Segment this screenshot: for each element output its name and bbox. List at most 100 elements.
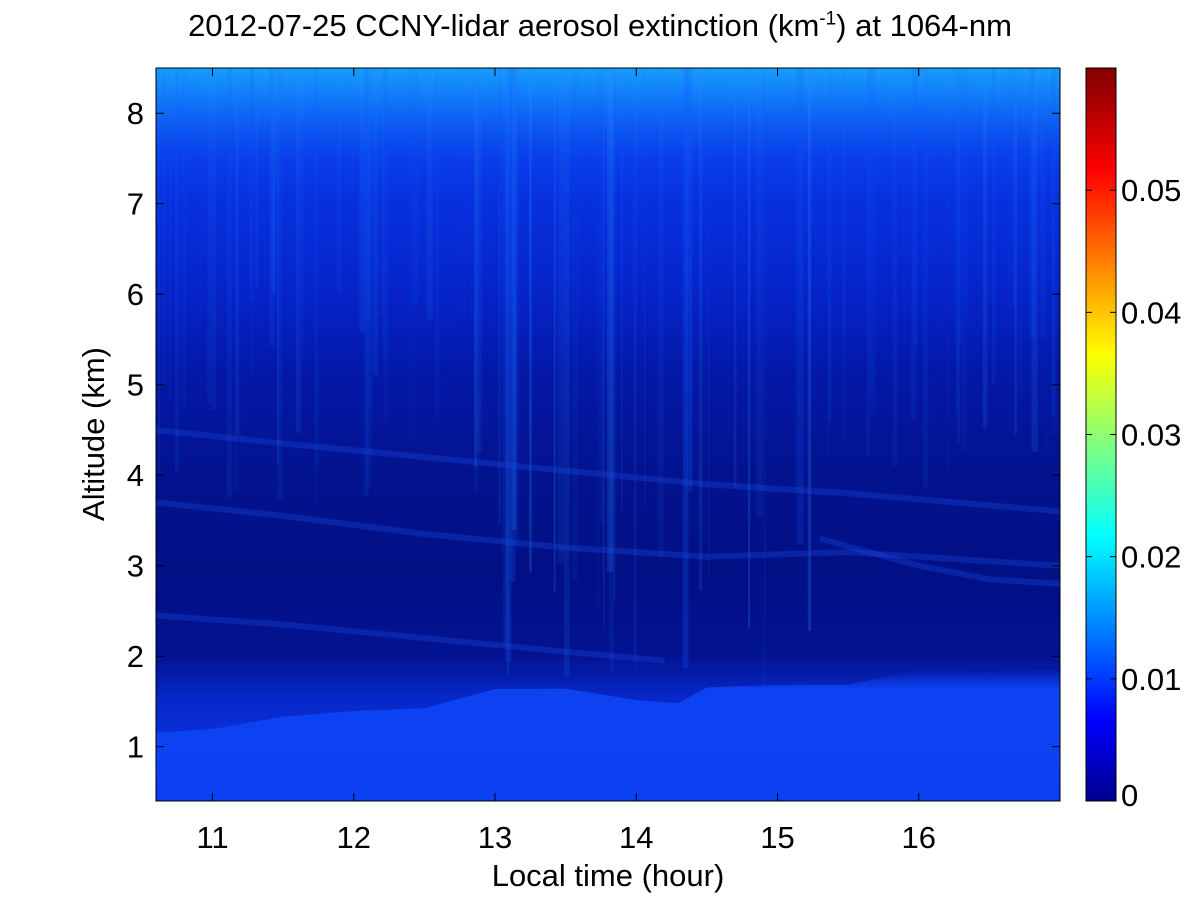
streak — [502, 68, 509, 647]
streak — [157, 68, 161, 471]
streak — [372, 68, 379, 376]
streak — [621, 68, 623, 512]
y-tick-label: 2 — [127, 639, 144, 674]
x-tick-label: 12 — [337, 820, 371, 855]
streak — [911, 68, 917, 419]
x-tick-label: 13 — [478, 820, 512, 855]
y-tick-label: 5 — [127, 368, 144, 403]
streak — [363, 68, 369, 497]
streak — [288, 68, 292, 361]
streak — [306, 68, 309, 349]
colorbar-tick-label: 0.01 — [1121, 662, 1181, 697]
streak — [564, 68, 570, 676]
heatmap-area — [155, 68, 1061, 801]
streak — [240, 68, 243, 453]
streak — [747, 68, 749, 512]
streak — [733, 68, 737, 489]
streak — [413, 68, 419, 305]
streak — [1011, 68, 1017, 307]
streak — [499, 68, 502, 524]
streak — [682, 68, 689, 668]
streak — [807, 68, 812, 631]
streak — [892, 68, 898, 467]
streak — [1045, 68, 1048, 461]
streak — [557, 68, 565, 564]
streak — [412, 68, 414, 448]
streak — [382, 68, 386, 361]
streak — [174, 68, 180, 474]
streak — [230, 68, 233, 355]
streak — [277, 68, 283, 501]
streak — [959, 68, 963, 342]
streak — [689, 68, 693, 492]
streak — [644, 68, 646, 506]
layer-line — [155, 499, 1061, 569]
streak — [254, 68, 259, 290]
streak — [366, 68, 371, 322]
streak — [476, 68, 482, 454]
streak — [408, 68, 412, 449]
streak — [842, 68, 847, 338]
streak — [866, 68, 871, 457]
streak — [659, 68, 664, 557]
streak — [1019, 68, 1023, 397]
streak — [982, 68, 988, 428]
aerosol-layer-lines — [155, 427, 1061, 664]
streak — [698, 68, 703, 590]
streak — [953, 68, 960, 370]
colorbar-tick-label: 0.02 — [1121, 540, 1181, 575]
streak — [955, 68, 960, 421]
streak — [477, 68, 480, 462]
streak — [380, 68, 385, 316]
streak — [207, 68, 210, 406]
y-axis: 1 2 3 4 5 6 7 8 — [127, 96, 1060, 765]
streak — [756, 68, 763, 518]
streak — [505, 68, 512, 662]
colorbar-tick-label: 0.03 — [1121, 418, 1181, 453]
streak — [295, 68, 301, 434]
streak — [763, 68, 767, 688]
streak — [708, 68, 711, 576]
streak — [314, 68, 320, 464]
streak — [1051, 68, 1057, 437]
streak — [250, 68, 255, 374]
streak — [436, 68, 441, 427]
streak — [606, 68, 614, 572]
streak — [961, 68, 967, 451]
y-tick-label: 7 — [127, 187, 144, 222]
colorbar-tick-label: 0 — [1121, 778, 1138, 813]
streak — [827, 68, 830, 457]
colorbar-tick-label: 0.05 — [1121, 173, 1181, 208]
streak — [210, 68, 217, 410]
boundary-layer — [156, 669, 1060, 801]
streak — [922, 68, 929, 489]
streak — [602, 68, 604, 579]
streak — [572, 68, 579, 581]
y-tick-label: 1 — [127, 730, 144, 765]
streak — [991, 68, 996, 385]
streak — [596, 68, 601, 608]
plot-frame — [155, 67, 1061, 802]
streak — [226, 68, 232, 498]
x-tick-label: 11 — [196, 820, 228, 855]
chart-title: 2012-07-25 CCNY-lidar aerosol extinction… — [188, 8, 1012, 43]
streak — [686, 68, 692, 492]
streak — [1031, 68, 1038, 453]
y-tick-label: 3 — [127, 549, 144, 584]
streak — [435, 68, 438, 414]
streak — [964, 68, 969, 324]
streak — [249, 68, 254, 303]
streak — [506, 68, 510, 675]
streak — [474, 68, 478, 468]
streak — [368, 68, 374, 412]
streak — [315, 68, 317, 502]
streak — [795, 68, 797, 498]
streak — [182, 68, 187, 409]
streak — [511, 68, 517, 530]
streak — [1041, 68, 1043, 428]
streak — [366, 68, 372, 488]
streak — [870, 68, 876, 417]
streak — [1058, 68, 1060, 338]
streak — [1014, 68, 1017, 435]
vertical-streaks — [157, 68, 1060, 688]
